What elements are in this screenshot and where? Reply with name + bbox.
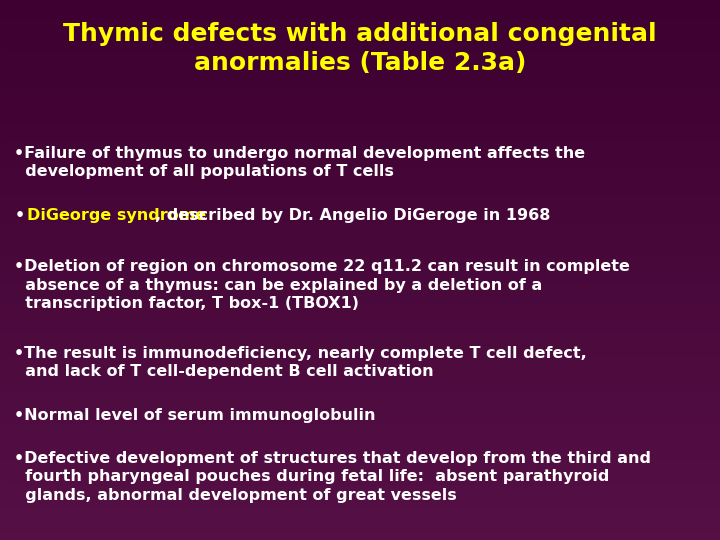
- Text: •Deletion of region on chromosome 22 q11.2 can result in complete
  absence of a: •Deletion of region on chromosome 22 q11…: [14, 259, 630, 312]
- Text: •: •: [14, 208, 24, 223]
- Bar: [0, 33, 720, 40]
- Bar: [0, 303, 720, 310]
- Bar: [0, 418, 720, 426]
- Bar: [0, 6, 720, 14]
- Bar: [0, 68, 720, 74]
- Bar: [0, 452, 720, 459]
- Text: •Defective development of structures that develop from the third and
  fourth ph: •Defective development of structures tha…: [14, 451, 652, 503]
- Bar: [0, 372, 720, 378]
- Bar: [0, 519, 720, 526]
- Bar: [0, 507, 720, 513]
- Bar: [0, 14, 720, 20]
- Text: , described by Dr. Angelio DiGeroge in 1968: , described by Dr. Angelio DiGeroge in 1…: [155, 208, 550, 223]
- Bar: [0, 195, 720, 202]
- Bar: [0, 87, 720, 94]
- Bar: [0, 27, 720, 33]
- Bar: [0, 297, 720, 303]
- Bar: [0, 189, 720, 195]
- Bar: [0, 378, 720, 384]
- Bar: [0, 176, 720, 183]
- Bar: [0, 230, 720, 237]
- Bar: [0, 432, 720, 438]
- Bar: [0, 364, 720, 372]
- Bar: [0, 243, 720, 249]
- Bar: [0, 465, 720, 472]
- Bar: [0, 141, 720, 149]
- Bar: [0, 202, 720, 209]
- Bar: [0, 480, 720, 486]
- Bar: [0, 81, 720, 87]
- Bar: [0, 102, 720, 108]
- Bar: [0, 237, 720, 243]
- Text: Thymic defects with additional congenital
anormalies (Table 2.3a): Thymic defects with additional congenita…: [63, 22, 657, 75]
- Text: •The result is immunodeficiency, nearly complete T cell defect,
  and lack of T : •The result is immunodeficiency, nearly …: [14, 346, 587, 379]
- Bar: [0, 74, 720, 81]
- Bar: [0, 156, 720, 162]
- Bar: [0, 256, 720, 263]
- Bar: [0, 345, 720, 351]
- Bar: [0, 338, 720, 345]
- Bar: [0, 54, 720, 60]
- Bar: [0, 493, 720, 500]
- Bar: [0, 459, 720, 465]
- Bar: [0, 534, 720, 540]
- Bar: [0, 135, 720, 141]
- Bar: [0, 128, 720, 135]
- Text: •Normal level of serum immunoglobulin: •Normal level of serum immunoglobulin: [14, 408, 376, 423]
- Bar: [0, 60, 720, 68]
- Bar: [0, 284, 720, 291]
- Bar: [0, 310, 720, 317]
- Bar: [0, 276, 720, 284]
- Bar: [0, 168, 720, 176]
- Bar: [0, 438, 720, 445]
- Bar: [0, 20, 720, 27]
- Bar: [0, 486, 720, 492]
- Bar: [0, 405, 720, 411]
- Bar: [0, 122, 720, 128]
- Bar: [0, 317, 720, 324]
- Bar: [0, 94, 720, 102]
- Bar: [0, 183, 720, 189]
- Bar: [0, 216, 720, 222]
- Bar: [0, 115, 720, 122]
- Bar: [0, 40, 720, 47]
- Bar: [0, 270, 720, 276]
- Bar: [0, 209, 720, 216]
- Bar: [0, 162, 720, 168]
- Bar: [0, 500, 720, 507]
- Bar: [0, 392, 720, 399]
- Bar: [0, 222, 720, 230]
- Bar: [0, 148, 720, 156]
- Bar: [0, 0, 720, 6]
- Bar: [0, 330, 720, 338]
- Bar: [0, 351, 720, 357]
- Bar: [0, 399, 720, 405]
- Bar: [0, 426, 720, 432]
- Bar: [0, 472, 720, 480]
- Bar: [0, 47, 720, 54]
- Bar: [0, 358, 720, 365]
- Bar: [0, 446, 720, 453]
- Bar: [0, 384, 720, 391]
- Bar: [0, 324, 720, 330]
- Bar: [0, 291, 720, 297]
- Bar: [0, 411, 720, 418]
- Bar: [0, 263, 720, 270]
- Text: DiGeorge syndrome: DiGeorge syndrome: [27, 208, 206, 223]
- Bar: [0, 108, 720, 115]
- Bar: [0, 513, 720, 519]
- Bar: [0, 249, 720, 256]
- Text: •Failure of thymus to undergo normal development affects the
  development of al: •Failure of thymus to undergo normal dev…: [14, 146, 585, 179]
- Bar: [0, 526, 720, 534]
